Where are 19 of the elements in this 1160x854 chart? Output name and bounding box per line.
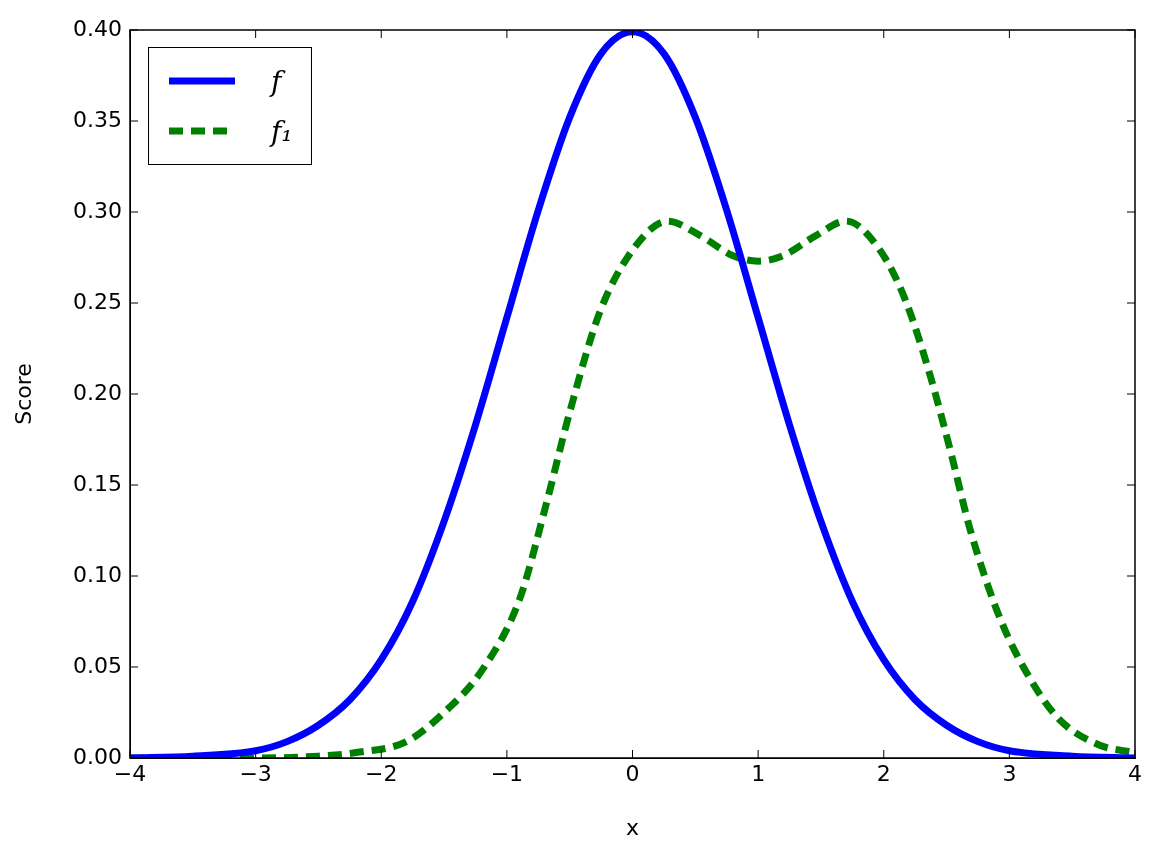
x-tick-label: −3 xyxy=(239,760,272,786)
y-tick-label: 0.10 xyxy=(73,561,122,587)
x-tick-label: 1 xyxy=(751,760,766,786)
y-tick-label: 0.40 xyxy=(73,15,122,41)
x-tick-label: 0 xyxy=(625,760,640,786)
x-tick-label: 2 xyxy=(876,760,891,786)
x-tick-label: 3 xyxy=(1002,760,1017,786)
y-tick-label: 0.30 xyxy=(73,197,122,223)
y-axis-title: Score xyxy=(10,363,36,425)
legend-label: f₁ xyxy=(271,114,293,148)
y-tick-label: 0.05 xyxy=(73,652,122,678)
y-tick-label: 0.15 xyxy=(73,470,122,496)
x-axis-title: x xyxy=(625,814,640,840)
x-tick-label: −2 xyxy=(365,760,398,786)
y-tick-label: 0.35 xyxy=(73,106,122,132)
x-tick-label: −1 xyxy=(490,760,524,786)
y-tick-label: 0.25 xyxy=(73,288,122,314)
y-tick-label: 0.20 xyxy=(73,379,122,405)
x-tick-label: 4 xyxy=(1128,760,1142,786)
